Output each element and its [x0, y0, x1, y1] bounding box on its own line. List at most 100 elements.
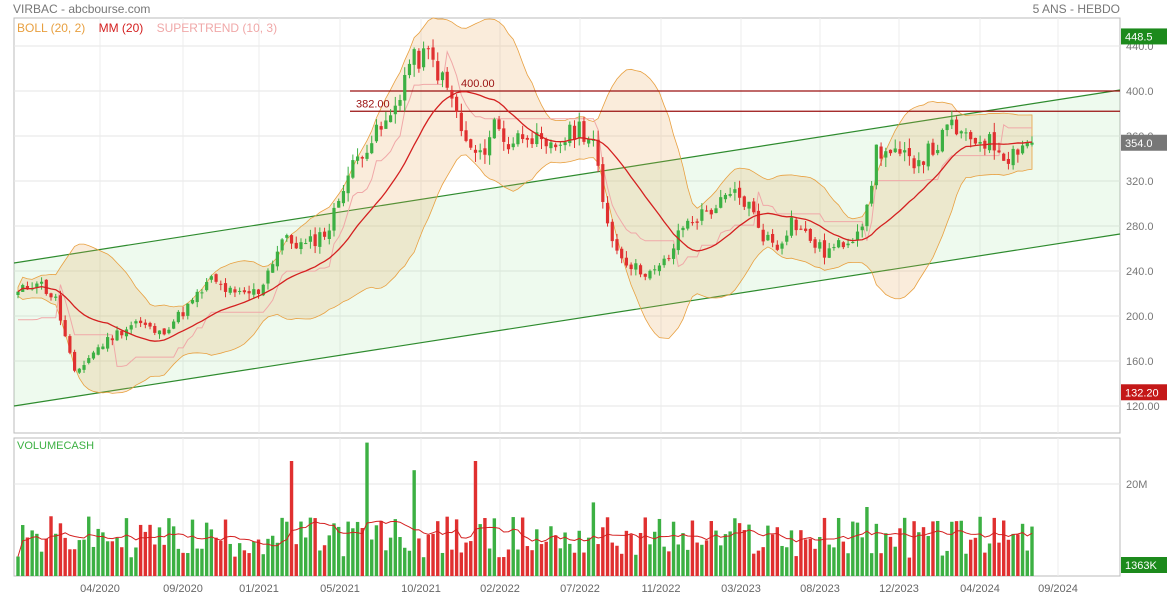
candle — [714, 208, 718, 214]
volume-bar — [1006, 539, 1011, 576]
candle — [261, 284, 265, 296]
candle — [657, 265, 662, 272]
candle — [488, 137, 492, 156]
volume-bar — [601, 527, 605, 576]
legend-bollinger[interactable]: BOLL (20, 2) — [17, 21, 86, 35]
volume-bar — [511, 517, 515, 576]
volume-bar — [237, 543, 242, 576]
volume-bar — [813, 548, 817, 576]
candle — [478, 150, 482, 153]
volume-bar — [997, 542, 1001, 576]
candle — [200, 292, 204, 294]
candle — [219, 283, 223, 285]
candle — [610, 221, 614, 242]
candle — [577, 121, 581, 138]
volume-bar — [275, 542, 280, 576]
candle — [554, 144, 558, 148]
candle — [379, 126, 383, 130]
volume-bar — [615, 545, 619, 576]
candle — [25, 285, 30, 290]
candle — [686, 220, 690, 229]
legend-supertrend[interactable]: SUPERTREND (10, 3) — [156, 21, 278, 35]
volume-bar — [968, 539, 973, 576]
candle — [936, 150, 940, 154]
candle — [572, 125, 577, 140]
price-tick-label: 240.0 — [1126, 266, 1154, 278]
candle — [445, 71, 449, 88]
volume-bar — [487, 548, 492, 576]
candle — [256, 289, 261, 295]
candle — [304, 243, 308, 245]
candle — [700, 209, 704, 221]
volume-bar — [417, 538, 421, 576]
price-tick-label: 280.0 — [1126, 221, 1154, 233]
candle — [799, 228, 803, 230]
x-tick-label: 04/2024 — [960, 583, 1000, 595]
volume-bar — [303, 537, 308, 576]
volume-bar — [308, 517, 313, 576]
legend-moving-average[interactable]: MM (20) — [98, 21, 144, 35]
x-tick-label: 04/2020 — [80, 583, 120, 595]
volume-bar — [374, 525, 379, 576]
candle — [407, 63, 412, 76]
candle — [789, 217, 794, 236]
candle — [172, 321, 176, 329]
volume-bar — [379, 520, 383, 576]
volume-bar — [634, 554, 638, 576]
volume-bar — [138, 524, 143, 576]
candle — [106, 337, 110, 349]
volume-bar — [667, 551, 671, 576]
candle — [360, 157, 364, 159]
volume-bar — [907, 557, 912, 576]
volume-bar — [58, 523, 63, 576]
volume-bar — [582, 552, 586, 576]
candle — [794, 219, 798, 231]
candle — [775, 244, 779, 250]
volume-bar — [766, 525, 770, 576]
candle — [280, 239, 284, 251]
volume-bar — [785, 547, 789, 576]
volume-bar — [836, 517, 841, 576]
volume-bar — [440, 552, 445, 576]
volume-bar — [610, 542, 614, 576]
volume-bar — [690, 520, 695, 576]
candle — [903, 150, 907, 153]
candle — [704, 210, 709, 212]
svg-text:132.20: 132.20 — [1125, 387, 1159, 399]
candle — [322, 231, 327, 237]
volume-bar — [629, 534, 633, 576]
chart-title: VIRBAC - abcbourse.com — [13, 2, 151, 16]
volume-bar — [803, 539, 808, 576]
volume-bar — [983, 552, 987, 576]
candle — [940, 129, 944, 152]
trend-channel — [13, 89, 1121, 407]
volume-bar — [143, 531, 148, 576]
candle — [959, 131, 963, 134]
volume-bar — [964, 553, 968, 576]
candle — [110, 338, 114, 341]
volume-bar — [162, 544, 166, 576]
candle — [733, 189, 737, 193]
trend-channel-lower — [13, 233, 1121, 407]
volume-bar — [44, 538, 48, 576]
candle — [742, 196, 746, 207]
volume-bar — [266, 538, 270, 576]
x-tick-label: 02/2022 — [480, 583, 520, 595]
volume-bar — [770, 534, 775, 576]
volume-bar — [181, 552, 185, 576]
volume-bar — [855, 522, 860, 576]
volume-bar — [676, 544, 680, 576]
candle — [341, 191, 346, 204]
candle — [615, 239, 619, 251]
candle — [223, 283, 228, 292]
candle — [450, 89, 454, 99]
candle — [874, 144, 878, 186]
volume-legend[interactable]: VOLUMECASH — [17, 440, 95, 452]
volume-bar — [148, 524, 152, 576]
volume-bar — [619, 553, 624, 576]
volume-bar — [652, 531, 657, 576]
volume-bar — [318, 550, 322, 576]
volume-bar — [921, 527, 926, 576]
candle — [964, 132, 968, 134]
